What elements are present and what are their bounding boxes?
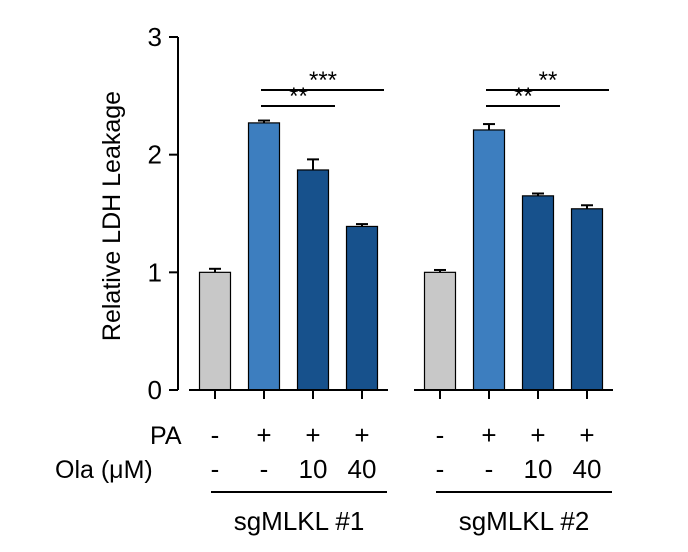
condition-pa: + bbox=[305, 420, 320, 450]
y-tick-label: 0 bbox=[148, 375, 162, 405]
condition-ola: 10 bbox=[299, 454, 328, 484]
significance-annotations: ********* bbox=[261, 67, 609, 110]
bar bbox=[521, 195, 555, 391]
axes: 0 1 2 3 bbox=[148, 22, 179, 405]
condition-ola: 10 bbox=[524, 454, 553, 484]
condition-pa: - bbox=[211, 420, 220, 450]
condition-pa: + bbox=[354, 420, 369, 450]
condition-ola: - bbox=[485, 454, 494, 484]
bar bbox=[247, 122, 281, 391]
condition-table: - - + - +10 +40 - - + - +10 +40 bbox=[211, 420, 602, 484]
condition-pa: + bbox=[579, 420, 594, 450]
condition-ola: - bbox=[211, 454, 220, 484]
condition-ola: 40 bbox=[348, 454, 377, 484]
bar bbox=[198, 271, 232, 391]
group-label: sgMLKL #1 bbox=[234, 506, 365, 536]
row-label-ola: Ola (μM) bbox=[55, 456, 153, 484]
bar bbox=[296, 169, 330, 391]
group-label: sgMLKL #2 bbox=[459, 506, 590, 536]
condition-ola: - bbox=[436, 454, 445, 484]
bars bbox=[189, 119, 613, 399]
y-tick-label: 3 bbox=[148, 22, 162, 52]
bar bbox=[472, 129, 506, 391]
significance-label: ** bbox=[539, 67, 558, 94]
bar bbox=[423, 271, 457, 391]
significance-label: ** bbox=[514, 83, 533, 110]
significance-label: ** bbox=[289, 83, 308, 110]
y-tick-label: 2 bbox=[148, 140, 162, 170]
row-label-pa: PA bbox=[150, 422, 182, 450]
group-labels: sgMLKL #1 sgMLKL #2 bbox=[211, 491, 612, 536]
y-tick-label: 1 bbox=[148, 257, 162, 287]
significance-label: *** bbox=[309, 67, 337, 94]
condition-ola: 40 bbox=[573, 454, 602, 484]
condition-pa: + bbox=[530, 420, 545, 450]
condition-pa: + bbox=[481, 420, 496, 450]
condition-pa: + bbox=[256, 420, 271, 450]
y-axis-label: Relative LDH Leakage bbox=[98, 91, 126, 341]
bar bbox=[345, 225, 379, 391]
condition-pa: - bbox=[436, 420, 445, 450]
bar bbox=[570, 208, 604, 391]
condition-ola: - bbox=[260, 454, 269, 484]
